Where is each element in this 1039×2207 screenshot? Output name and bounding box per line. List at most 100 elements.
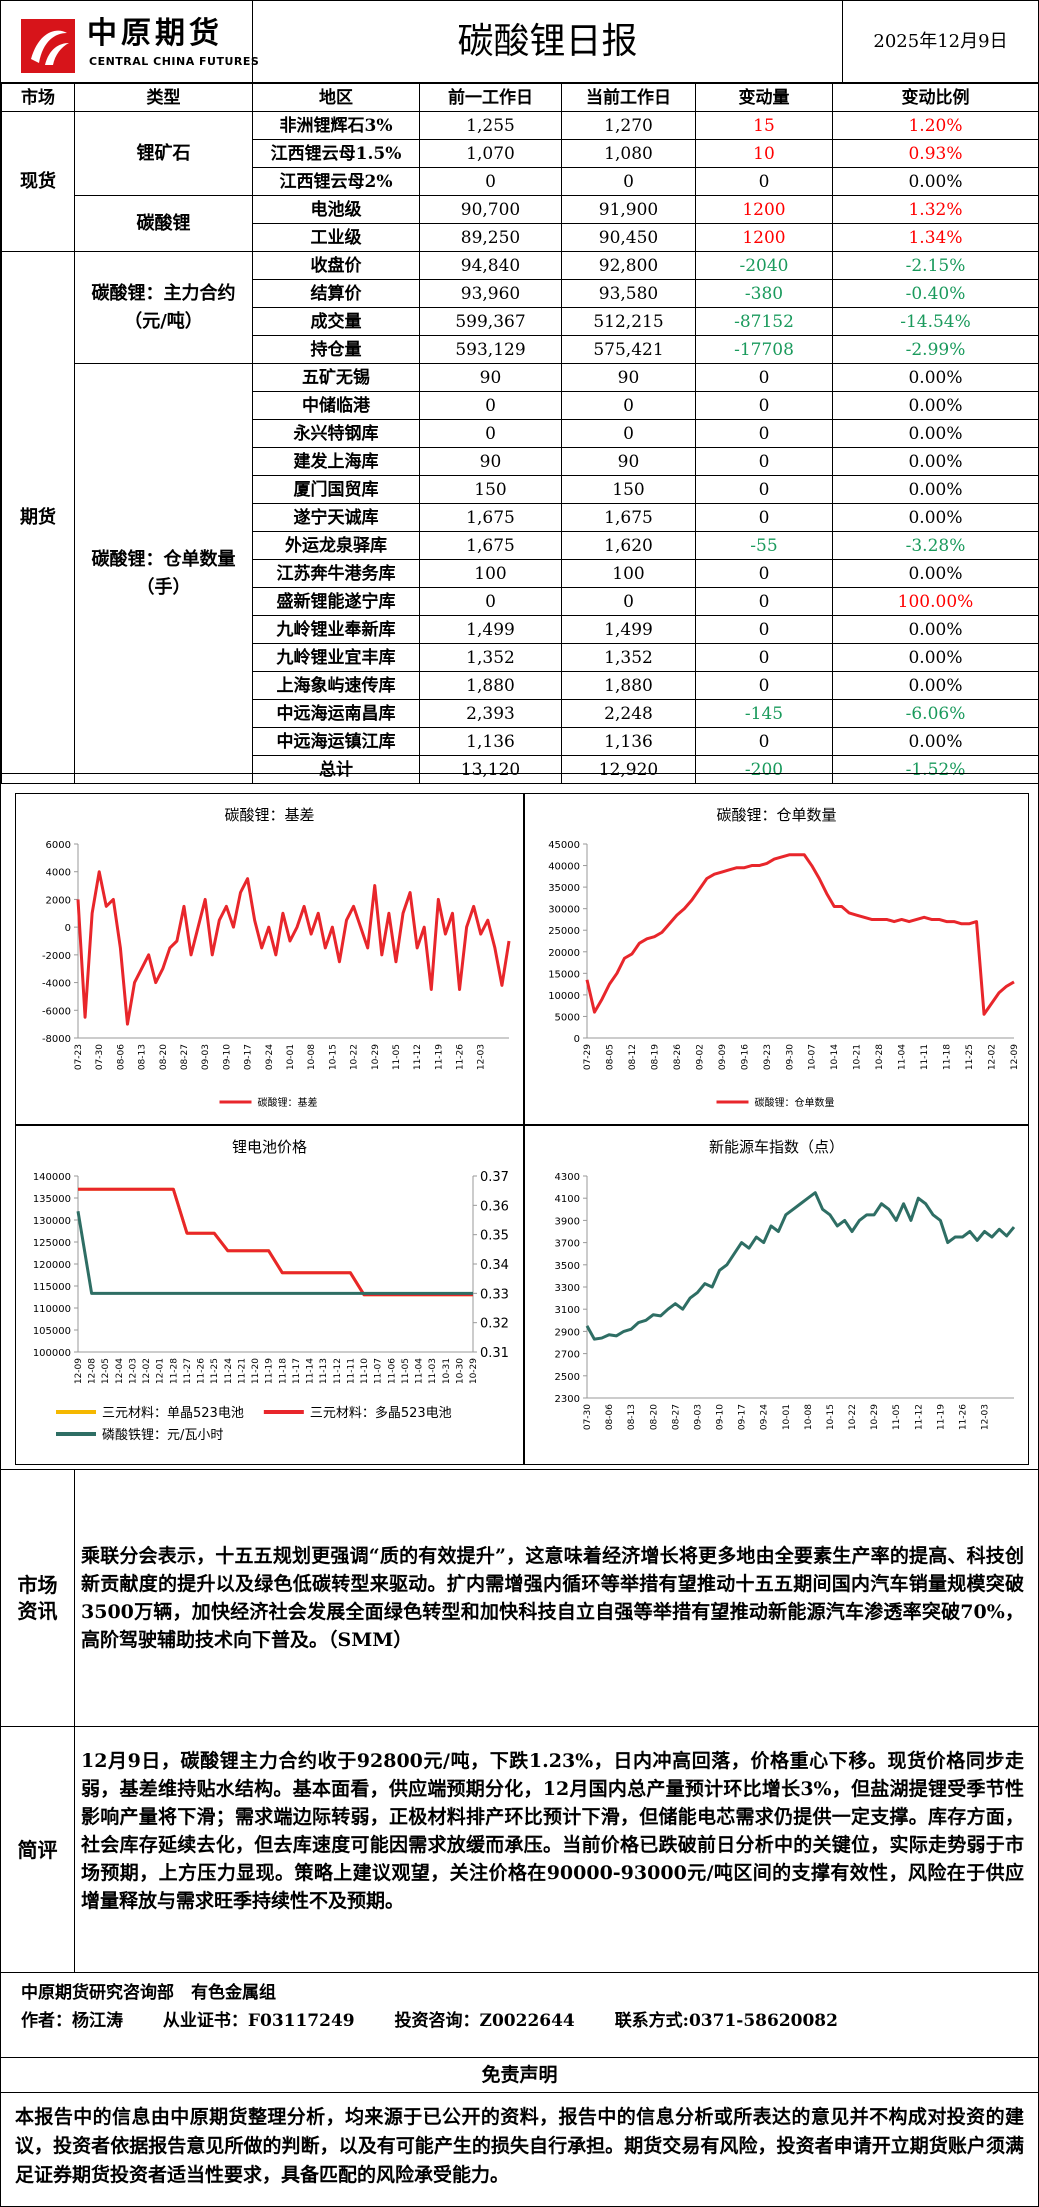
series-line (78, 1187, 473, 1297)
pct-cell: 100.00% (832, 587, 1038, 616)
x-tick-label: 11-05 (892, 1404, 902, 1430)
pct-cell: -3.28% (832, 531, 1038, 560)
column-header: 地区 (252, 83, 420, 112)
curr-cell: 0 (561, 587, 696, 616)
y2-tick-label: 0.34 (480, 1258, 509, 1273)
change-cell: 0 (695, 727, 833, 756)
y-tick-label: 4000 (46, 868, 71, 879)
x-tick-label: 09-16 (740, 1044, 750, 1070)
x-tick-label: 10-15 (328, 1044, 338, 1070)
y-tick-label: 45000 (548, 840, 580, 851)
prev-cell: 1,675 (419, 503, 562, 532)
x-tick-label: 12-09 (74, 1358, 84, 1384)
x-tick-label: 08-13 (627, 1404, 637, 1430)
y-tick-label: 10000 (548, 991, 580, 1002)
column-header: 市场 (1, 83, 75, 112)
y-tick-label: 3700 (555, 1239, 580, 1250)
pct-cell: 0.00% (832, 671, 1038, 700)
chart-frame: 新能源车指数（点） 2300 2500 2700 2900 3100 3300 3500 370… (524, 1125, 1029, 1465)
news-section: 市场资讯 乘联分会表示，十五五规划更强调“质的有效提升”，这意味着经济增长将更多… (1, 1469, 1038, 1726)
curr-cell: 1,136 (561, 727, 696, 756)
change-cell: 0 (695, 475, 833, 504)
pct-cell: 0.00% (832, 391, 1038, 420)
curr-cell: 0 (561, 391, 696, 420)
pct-cell: 0.00% (832, 615, 1038, 644)
x-tick-label: 11-26 (958, 1404, 968, 1430)
region-cell: 结算价 (252, 279, 420, 308)
region-cell: 遂宁天诚库 (252, 503, 420, 532)
x-tick-label: 11-06 (387, 1358, 397, 1384)
dept: 中原期货研究咨询部 有色金属组 (21, 1983, 276, 2003)
chart: 锂电池价格 100000 105000 110000 115000 120000 12500… (33, 1138, 509, 1443)
x-tick-label: 12-02 (988, 1044, 998, 1070)
x-tick-label: 09-17 (738, 1404, 748, 1430)
change-cell: 15 (695, 111, 833, 140)
disclaimer-text: 本报告中的信息由中原期货整理分析，均来源于已公开的资料，报告中的信息分析或所表达… (1, 2092, 1038, 2206)
x-tick-label: 10-15 (826, 1404, 836, 1430)
prev-cell: 90,700 (419, 195, 562, 224)
prev-cell: 0 (419, 419, 562, 448)
curr-cell: 1,270 (561, 111, 696, 140)
x-tick-label: 11-17 (292, 1358, 302, 1384)
type-cell: 碳酸锂 (74, 195, 253, 252)
prev-cell: 94,840 (419, 251, 562, 280)
chart-title: 碳酸锂：基差 (224, 806, 314, 824)
region-cell: 外运龙泉驿库 (252, 531, 420, 560)
change-cell: -145 (695, 699, 833, 728)
type-cell: 碳酸锂：仓单数量（手） (74, 363, 253, 784)
market-cell: 现货 (1, 111, 75, 252)
x-tick-label: 09-30 (785, 1044, 795, 1070)
y-tick-label: 130000 (33, 1216, 71, 1227)
curr-cell: 0 (561, 419, 696, 448)
x-tick-label: 11-24 (224, 1358, 234, 1384)
y-tick-label: 140000 (33, 1172, 71, 1183)
x-tick-label: 10-31 (442, 1358, 452, 1384)
y-tick-label: -2000 (42, 951, 71, 962)
region-cell: 江西锂云母2% (252, 167, 420, 196)
y2-tick-label: 0.35 (480, 1229, 509, 1244)
change-cell: 0 (695, 615, 833, 644)
region-cell: 江苏奔牛港务库 (252, 559, 420, 588)
table-row: 江西锂云母2% 0 0 0 0.00% (2, 167, 1038, 196)
pct-cell: 0.00% (832, 503, 1038, 532)
x-tick-label: 10-29 (469, 1358, 479, 1384)
change-cell: 0 (695, 643, 833, 672)
table-row: 江苏奔牛港务库 100 100 0 0.00% (2, 559, 1038, 588)
y-tick-label: 0 (574, 1034, 580, 1045)
curr-cell: 91,900 (561, 195, 696, 224)
curr-cell: 92,800 (561, 251, 696, 280)
prev-cell: 1,499 (419, 615, 562, 644)
prev-cell: 0 (419, 167, 562, 196)
x-tick-label: 12-02 (142, 1358, 152, 1384)
table-row: 中远海运南昌库 2,393 2,248 -145 -6.06% (2, 699, 1038, 728)
x-tick-label: 08-20 (649, 1404, 659, 1430)
region-cell: 持仓量 (252, 335, 420, 364)
x-tick-label: 08-06 (605, 1404, 615, 1430)
logo-mark (21, 19, 75, 73)
table-row: 碳酸锂 电池级 90,700 91,900 1200 1.32% (2, 195, 1038, 252)
region-cell: 总计 (252, 755, 420, 784)
x-tick-label: 09-23 (763, 1044, 773, 1070)
x-tick-label: 10-07 (808, 1044, 818, 1070)
y-tick-label: 15000 (548, 969, 580, 980)
x-tick-label: 09-10 (716, 1404, 726, 1430)
x-tick-label: 09-10 (222, 1044, 232, 1070)
pct-cell: 0.00% (832, 167, 1038, 196)
table-row: 持仓量 593,129 575,421 -17708 -2.99% (2, 335, 1038, 364)
x-tick-label: 08-27 (671, 1404, 681, 1430)
change-cell: 1200 (695, 223, 833, 252)
x-tick-label: 12-03 (477, 1044, 487, 1070)
x-tick-label: 11-05 (392, 1044, 402, 1070)
x-tick-label: 11-13 (319, 1358, 329, 1384)
change-cell: 0 (695, 587, 833, 616)
change-cell: 10 (695, 139, 833, 168)
legend-label: 碳酸锂：仓单数量 (755, 1096, 835, 1109)
prev-cell: 1,136 (419, 727, 562, 756)
x-tick-label: 11-11 (920, 1044, 930, 1070)
x-tick-label: 11-18 (943, 1044, 953, 1070)
region-cell: 盛新锂能遂宁库 (252, 587, 420, 616)
x-tick-label: 11-03 (428, 1358, 438, 1384)
y-tick-label: 105000 (33, 1326, 71, 1337)
curr-cell: 1,675 (561, 503, 696, 532)
x-tick-label: 11-12 (333, 1358, 343, 1384)
